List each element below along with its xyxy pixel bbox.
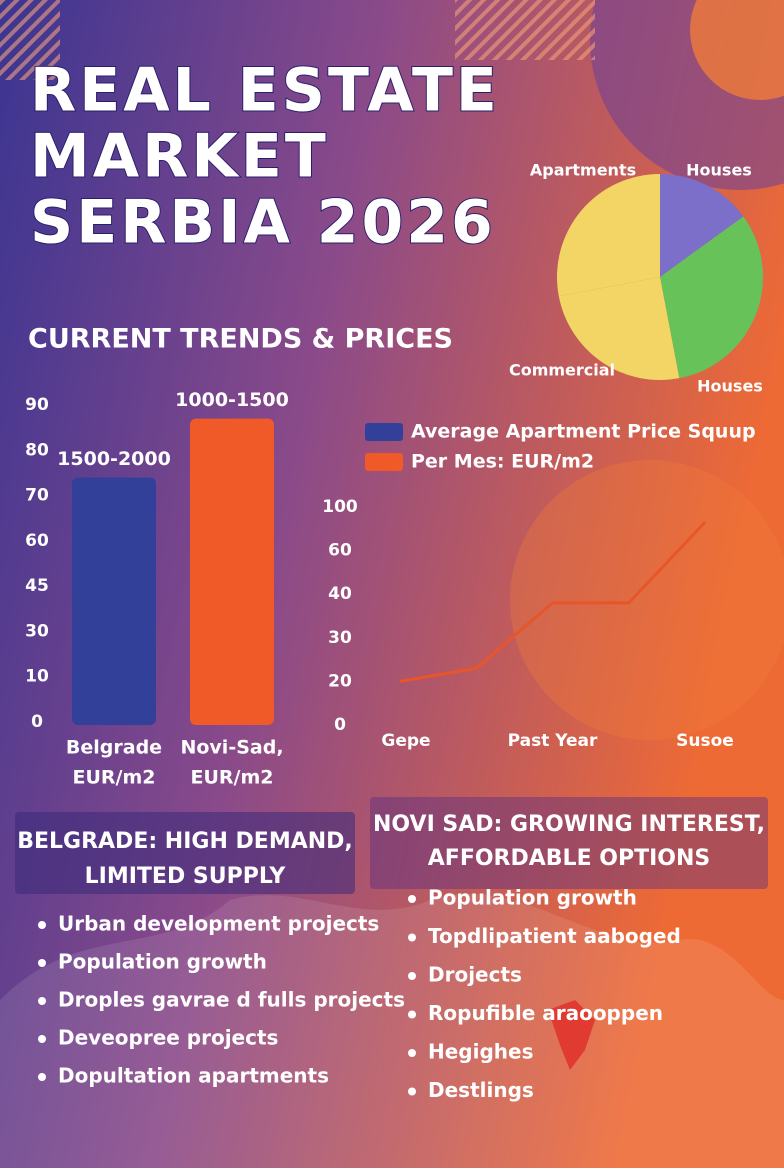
x-tick-label: Gepe bbox=[381, 731, 430, 751]
section-title: BELGRADE: HIGH DEMAND, bbox=[17, 829, 353, 854]
list-item: Hegighes bbox=[428, 1040, 534, 1064]
title-line: MARKET bbox=[30, 122, 329, 192]
bullet bbox=[38, 921, 46, 929]
list-item: Dopultation apartments bbox=[58, 1064, 329, 1088]
y-tick-label: 80 bbox=[25, 440, 49, 460]
subtitle: CURRENT TRENDS & PRICES bbox=[28, 324, 453, 355]
y-tick-label: 20 bbox=[328, 671, 352, 691]
y-tick-label: 45 bbox=[25, 576, 49, 596]
bullet bbox=[408, 1010, 416, 1019]
decor-circle bbox=[510, 460, 784, 740]
bullet bbox=[408, 1049, 416, 1057]
bullet bbox=[38, 959, 46, 967]
x-tick-label: EUR/m2 bbox=[191, 767, 274, 789]
list-item: Topdlipatient aaboged bbox=[428, 924, 681, 948]
map-highlight bbox=[548, 1000, 595, 1070]
y-tick-label: 40 bbox=[328, 584, 352, 604]
legend-label: Average Apartment Price Squup bbox=[411, 421, 756, 443]
pie-label: Commercial bbox=[509, 361, 615, 380]
pie-label: Apartments bbox=[530, 161, 636, 180]
y-tick-label: 70 bbox=[25, 486, 49, 506]
bar-annotation: 1500-2000 bbox=[57, 448, 171, 470]
x-tick-label: Novi-Sad, bbox=[180, 737, 283, 759]
title-line: SERBIA 2026 bbox=[30, 188, 496, 258]
section-title: AFFORDABLE OPTIONS bbox=[428, 846, 710, 871]
list-item: Drojects bbox=[428, 963, 522, 987]
bullet bbox=[38, 1035, 46, 1043]
world-map bbox=[0, 893, 784, 1168]
bar bbox=[190, 418, 274, 725]
legend-swatch bbox=[365, 453, 403, 471]
list-item: Population growth bbox=[58, 950, 267, 974]
list-item: Urban development projects bbox=[58, 912, 379, 936]
legend-label: Per Mes: EUR/m2 bbox=[411, 451, 594, 473]
list-item: Destlings bbox=[428, 1078, 534, 1102]
y-tick-label: 60 bbox=[25, 531, 49, 551]
section-box bbox=[370, 797, 768, 889]
bullet bbox=[408, 972, 416, 980]
bullet bbox=[38, 997, 46, 1005]
section-title: LIMITED SUPPLY bbox=[85, 864, 287, 889]
decor-circle bbox=[690, 0, 784, 100]
line bbox=[399, 521, 707, 683]
pie-slice bbox=[660, 174, 744, 277]
list-item: Deveopree projects bbox=[58, 1026, 278, 1050]
section-title: NOVI SAD: GROWING INTEREST, bbox=[373, 812, 765, 837]
y-tick-label: 0 bbox=[334, 715, 346, 735]
list-item: Droples gavrae d fulls projects bbox=[58, 988, 405, 1012]
legend-swatch bbox=[365, 423, 403, 441]
y-tick-label: 10 bbox=[25, 667, 49, 687]
y-tick-label: 30 bbox=[25, 621, 49, 641]
pie-slice bbox=[660, 216, 763, 379]
pie-slice bbox=[558, 277, 680, 381]
y-tick-label: 60 bbox=[328, 541, 352, 561]
y-tick-label: 0 bbox=[31, 712, 43, 732]
x-tick-label: Past Year bbox=[508, 731, 598, 751]
pie-label: Houses bbox=[697, 377, 763, 396]
decor-stripes bbox=[455, 0, 595, 60]
bullet bbox=[38, 1073, 46, 1081]
x-tick-label: Susoe bbox=[676, 731, 734, 751]
x-tick-label: EUR/m2 bbox=[73, 767, 156, 789]
y-tick-label: 100 bbox=[322, 497, 358, 517]
pie-label: Houses bbox=[686, 161, 752, 180]
section-box bbox=[15, 812, 355, 894]
list-item: Ropufible araooppen bbox=[428, 1001, 663, 1025]
bullet bbox=[408, 933, 416, 942]
decor-stripes bbox=[0, 0, 60, 80]
list-item: Population growth bbox=[428, 886, 637, 910]
y-tick-label: 30 bbox=[328, 628, 352, 648]
bar-annotation: 1000-1500 bbox=[175, 389, 289, 411]
x-tick-label: Belgrade bbox=[66, 737, 162, 759]
bullet bbox=[408, 1087, 416, 1096]
bar bbox=[72, 477, 156, 725]
pie-slice bbox=[557, 174, 660, 297]
title-line: REAL ESTATE bbox=[30, 56, 500, 126]
y-tick-label: 90 bbox=[25, 395, 49, 415]
bullet bbox=[408, 895, 416, 903]
